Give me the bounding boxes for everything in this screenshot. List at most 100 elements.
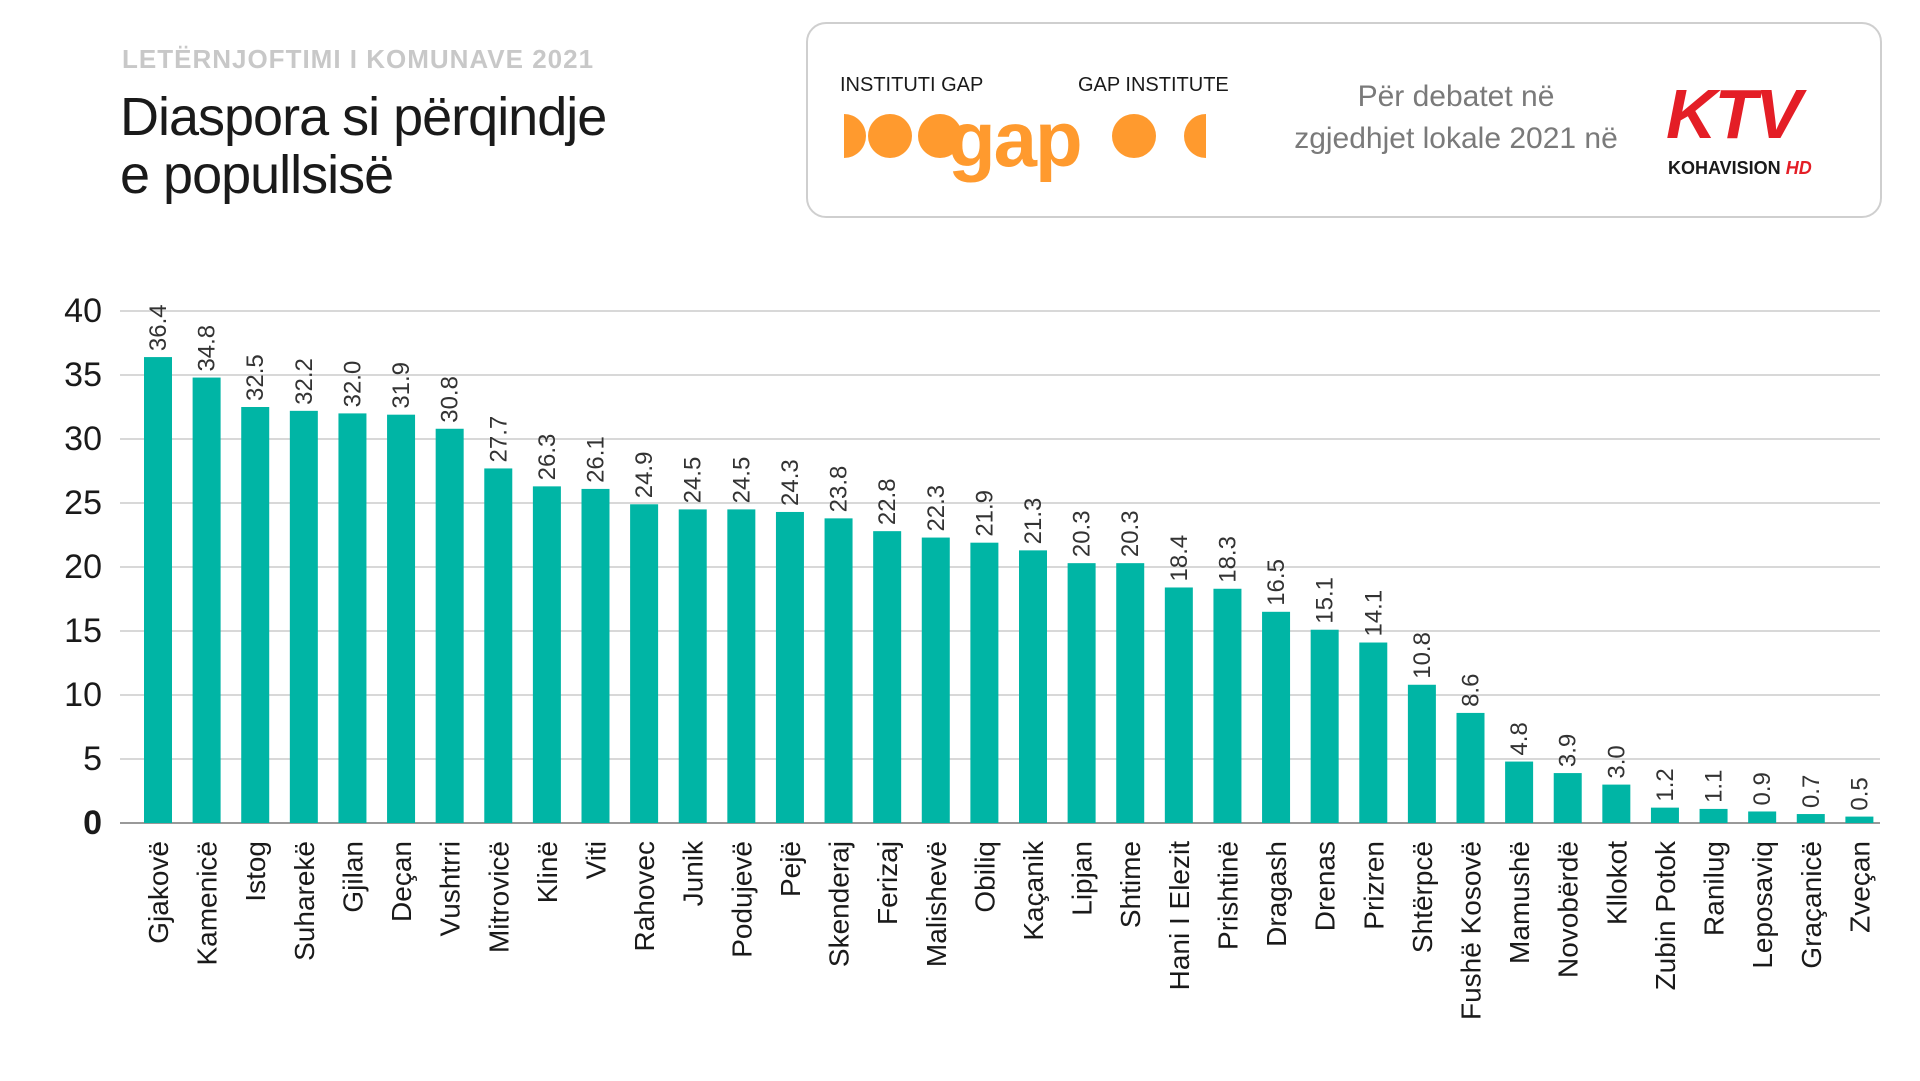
category-label: Zveçan [1844, 841, 1875, 933]
category-label: Gjakovë [143, 841, 174, 944]
bar [1796, 814, 1825, 823]
category-label: Malishevë [921, 841, 952, 967]
value-label: 21.3 [1020, 498, 1047, 545]
bar [289, 410, 318, 823]
category-label: Gjilan [337, 841, 368, 913]
category-label: Rahovec [629, 841, 660, 952]
gap-label-english: GAP INSTITUTE [1078, 74, 1229, 96]
category-label: Istog [240, 841, 271, 902]
category-label: Junik [678, 840, 709, 906]
value-label: 10.8 [1409, 632, 1436, 679]
bar [727, 509, 756, 823]
title-line-2: e popullsisë [120, 145, 394, 205]
bar [1310, 629, 1339, 823]
value-label: 0.5 [1846, 777, 1873, 810]
ktv-hd: HD [1785, 158, 1812, 178]
bar [1262, 611, 1291, 823]
value-label: 15.1 [1312, 577, 1339, 624]
value-label: 24.5 [728, 457, 755, 504]
category-label: Dragash [1261, 841, 1292, 947]
y-tick-label: 30 [64, 420, 102, 458]
bar [1116, 563, 1145, 823]
gap-logo-word: gap [948, 95, 1083, 183]
value-label: 14.1 [1360, 590, 1387, 637]
category-label: Leposaviq [1747, 841, 1778, 969]
ktv-logo-subtitle: KOHAVISION HD [1668, 158, 1812, 179]
bar [241, 407, 270, 823]
value-label: 0.7 [1798, 775, 1825, 808]
category-label: Deçan [386, 841, 417, 922]
bar [1845, 816, 1874, 823]
bar [630, 504, 659, 823]
bar [1067, 563, 1096, 823]
category-label: Drenas [1310, 841, 1341, 931]
category-label: Obiliq [969, 841, 1000, 913]
sponsor-banner: INSTITUTI GAP GAP INSTITUTE gap Për deba… [806, 22, 1882, 218]
value-label: 24.3 [777, 459, 804, 506]
value-label: 0.9 [1749, 772, 1776, 805]
category-label: Prizren [1358, 841, 1389, 930]
ktv-logo-text: KTV [1666, 75, 1802, 153]
debate-line-2: zgjedhjet lokale 2021 në [1294, 122, 1618, 155]
category-label: Zubin Potok [1650, 840, 1681, 990]
bar [824, 518, 853, 823]
category-label: Shtërpcë [1407, 841, 1438, 953]
bar [921, 537, 950, 823]
category-label: Kllokot [1601, 841, 1632, 925]
category-label: Viti [581, 841, 612, 879]
bar [338, 413, 367, 823]
value-label: 20.3 [1117, 510, 1144, 557]
category-label: Kamenicë [192, 841, 223, 966]
value-label: 20.3 [1069, 510, 1096, 557]
value-label: 26.1 [583, 436, 610, 483]
debate-text: Për debatet në zgjedhjet lokale 2021 në [1276, 76, 1636, 160]
value-label: 32.0 [339, 361, 366, 408]
y-tick-label: 25 [64, 484, 102, 522]
bar [1456, 712, 1485, 823]
y-tick-label: 20 [64, 548, 102, 586]
bar [873, 531, 902, 823]
category-label: Mitrovicë [483, 841, 514, 953]
category-label: Klinë [532, 841, 563, 903]
bar [678, 509, 707, 823]
category-label: Novobërdë [1553, 841, 1584, 978]
category-label: Ferizaj [872, 841, 903, 925]
bar [435, 428, 464, 823]
bar [1748, 811, 1777, 823]
bar [1699, 808, 1728, 823]
value-label: 32.5 [242, 354, 269, 401]
value-label: 1.1 [1701, 770, 1728, 803]
gap-label-albanian: INSTITUTI GAP [840, 74, 984, 96]
chart-supertitle: LETËRNJOFTIMI I KOMUNAVE 2021 [122, 44, 595, 74]
value-label: 30.8 [437, 376, 464, 423]
value-label: 36.4 [145, 304, 172, 351]
bar [581, 488, 610, 823]
value-label: 23.8 [826, 466, 853, 513]
bar [1359, 642, 1388, 823]
y-tick-label: 10 [64, 676, 102, 714]
category-label: Lipjan [1067, 841, 1098, 916]
title-line-1: Diaspora si përqindje [120, 87, 607, 147]
value-label: 3.0 [1603, 745, 1630, 778]
value-label: 24.5 [680, 457, 707, 504]
value-label: 31.9 [388, 362, 415, 409]
value-label: 34.8 [194, 325, 221, 372]
y-tick-label: 5 [83, 740, 102, 778]
value-label: 1.2 [1652, 768, 1679, 801]
category-label: Suharekë [289, 841, 320, 961]
value-label: 18.3 [1214, 536, 1241, 583]
category-label: Kaçanik [1018, 840, 1049, 941]
bar [1407, 684, 1436, 823]
bar [1602, 784, 1631, 823]
y-tick-label: 40 [64, 292, 102, 330]
bar [1213, 588, 1242, 823]
value-label: 27.7 [485, 416, 512, 463]
category-label: Prishtinë [1212, 841, 1243, 950]
y-tick-label: 0 [83, 804, 102, 842]
bar [144, 357, 172, 823]
bar [1019, 550, 1047, 823]
bar [1164, 587, 1193, 823]
debate-line-1: Për debatet në [1357, 80, 1555, 113]
category-label: Pejë [775, 841, 806, 897]
